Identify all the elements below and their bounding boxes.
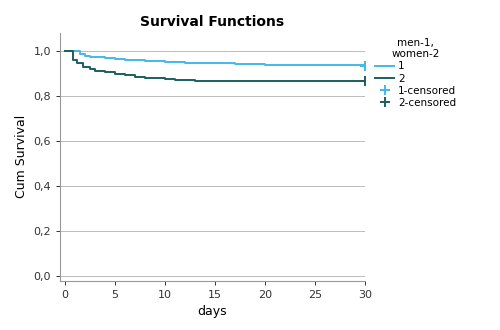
X-axis label: days: days xyxy=(198,305,228,318)
Legend: 1, 2, 1-censored, 2-censored: 1, 2, 1-censored, 2-censored xyxy=(374,36,458,110)
Title: Survival Functions: Survival Functions xyxy=(140,15,284,29)
Y-axis label: Cum Survival: Cum Survival xyxy=(15,115,28,198)
